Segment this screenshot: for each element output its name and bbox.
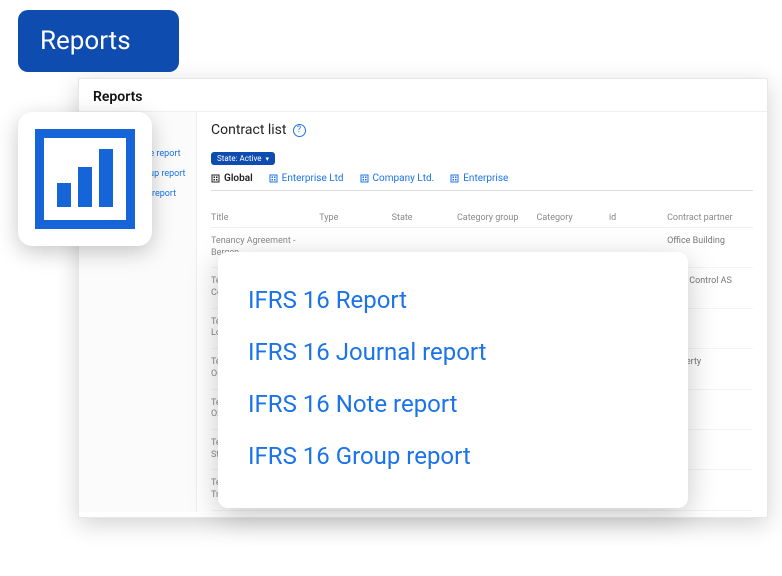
tab-enterprise-ltd[interactable]: Enterprise Ltd (269, 173, 344, 184)
content-title: Contract list (211, 122, 287, 138)
tab-label: Enterprise Ltd (282, 173, 344, 184)
col-category-group[interactable]: Category group (457, 213, 529, 223)
content-title-row: Contract list ? (211, 122, 753, 138)
cell-partner: Office Building (667, 236, 753, 246)
state-pill-label: State: Active (217, 154, 262, 163)
reports-banner-label: Reports (40, 26, 131, 56)
col-id[interactable]: id (609, 213, 659, 223)
app-title: Reports (93, 89, 753, 105)
popover-item-ifrs16-group[interactable]: IFRS 16 Group report (248, 430, 658, 482)
building-icon (269, 174, 278, 183)
table-header: Title Type State Category group Category… (211, 209, 753, 228)
app-header: Reports (79, 79, 767, 112)
col-title[interactable]: Title (211, 213, 311, 223)
tab-label: Company Ltd. (373, 173, 435, 184)
building-icon (450, 174, 459, 183)
chevron-down-icon: ▾ (266, 155, 270, 163)
table-row[interactable]: Tenancy Agreement Kongensgateal inc (211, 511, 753, 512)
chart-badge (18, 112, 152, 246)
tab-global[interactable]: Global (211, 173, 253, 184)
tab-label: Global (224, 173, 253, 184)
building-icon (211, 174, 220, 183)
reports-banner: Reports (18, 10, 179, 72)
filter-tabs: Global Enterprise Ltd Company Ltd. (211, 173, 753, 191)
popover-item-ifrs16-journal[interactable]: IFRS 16 Journal report (248, 326, 658, 378)
tab-label: Enterprise (463, 173, 508, 184)
tab-company-ltd[interactable]: Company Ltd. (360, 173, 435, 184)
tab-enterprise[interactable]: Enterprise (450, 173, 508, 184)
help-icon[interactable]: ? (293, 124, 306, 137)
popover-item-ifrs16-note[interactable]: IFRS 16 Note report (248, 378, 658, 430)
building-icon (360, 174, 369, 183)
col-partner[interactable]: Contract partner (667, 213, 753, 223)
state-filter-pill[interactable]: State: Active ▾ (211, 152, 275, 165)
bar-chart-icon (35, 129, 135, 229)
col-state[interactable]: State (392, 213, 449, 223)
col-category[interactable]: Category (537, 213, 601, 223)
col-type[interactable]: Type (319, 213, 383, 223)
reports-popover: IFRS 16 Report IFRS 16 Journal report IF… (218, 252, 688, 508)
popover-item-ifrs16-report[interactable]: IFRS 16 Report (248, 274, 658, 326)
